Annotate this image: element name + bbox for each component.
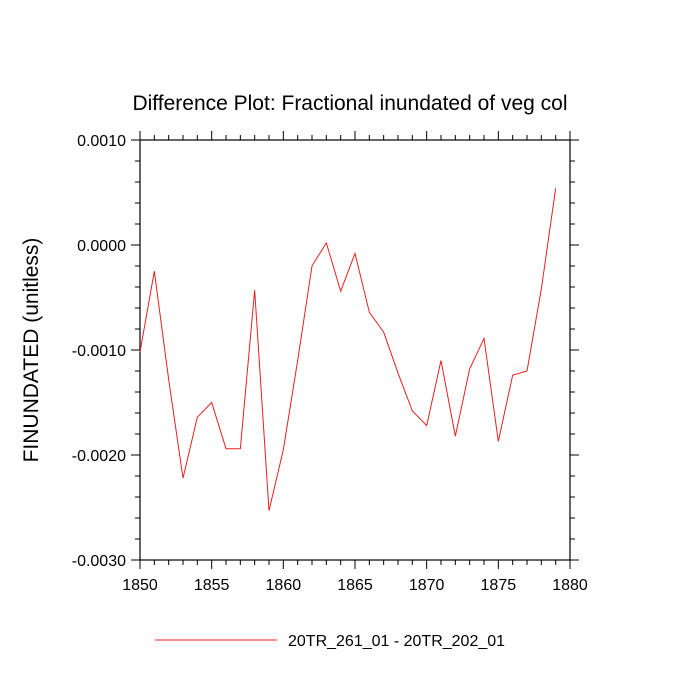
y-tick-label: -0.0020 xyxy=(72,448,126,465)
axis-ticks xyxy=(131,131,579,569)
axis-tick-labels: 1850 1855 1860 1865 1870 1875 1880 -0.0030 -0.00… xyxy=(72,133,588,594)
series-line xyxy=(139,188,557,511)
y-axis-label: FINUNDATED (unitless) xyxy=(20,238,43,463)
y-tick-label: 0.0000 xyxy=(77,238,126,255)
x-tick-label: 1855 xyxy=(194,577,230,594)
x-tick-label: 1865 xyxy=(337,577,373,594)
plot-frame xyxy=(139,139,571,561)
y-tick-label: 0.0010 xyxy=(77,133,126,150)
y-tick-label: -0.0010 xyxy=(72,343,126,360)
x-tick-label: 1880 xyxy=(552,577,588,594)
x-tick-label: 1870 xyxy=(409,577,445,594)
series-lines xyxy=(139,188,557,511)
legend: 20TR_261_01 - 20TR_202_01 xyxy=(155,633,505,650)
legend-label: 20TR_261_01 - 20TR_202_01 xyxy=(288,633,505,650)
x-tick-label: 1875 xyxy=(481,577,517,594)
chart-title: Difference Plot: Fractional inundated of… xyxy=(132,92,567,115)
x-tick-label: 1860 xyxy=(266,577,302,594)
x-tick-label: 1850 xyxy=(122,577,158,594)
y-tick-label: -0.0030 xyxy=(72,553,126,570)
